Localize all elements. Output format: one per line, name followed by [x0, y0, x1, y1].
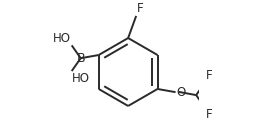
Text: F: F [206, 108, 212, 121]
Text: F: F [137, 2, 143, 15]
Text: HO: HO [72, 72, 90, 85]
Text: B: B [77, 52, 86, 65]
Text: F: F [206, 69, 212, 82]
Text: HO: HO [53, 32, 71, 45]
Text: O: O [176, 86, 185, 99]
